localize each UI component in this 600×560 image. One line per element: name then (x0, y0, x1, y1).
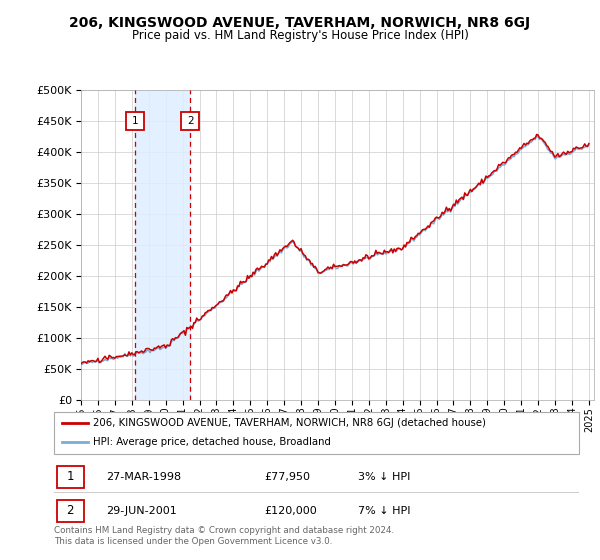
Text: HPI: Average price, detached house, Broadland: HPI: Average price, detached house, Broa… (94, 437, 331, 447)
Text: 206, KINGSWOOD AVENUE, TAVERHAM, NORWICH, NR8 6GJ: 206, KINGSWOOD AVENUE, TAVERHAM, NORWICH… (70, 16, 530, 30)
Text: £77,950: £77,950 (264, 472, 310, 482)
Text: 1: 1 (132, 116, 139, 125)
Text: 29-JUN-2001: 29-JUN-2001 (107, 506, 177, 516)
Text: 206, KINGSWOOD AVENUE, TAVERHAM, NORWICH, NR8 6GJ (detached house): 206, KINGSWOOD AVENUE, TAVERHAM, NORWICH… (94, 418, 487, 428)
Text: 7% ↓ HPI: 7% ↓ HPI (359, 506, 411, 516)
Text: 27-MAR-1998: 27-MAR-1998 (107, 472, 182, 482)
FancyBboxPatch shape (56, 466, 84, 488)
Text: 2: 2 (187, 116, 194, 125)
Text: 2: 2 (67, 504, 74, 517)
Text: 1: 1 (67, 470, 74, 483)
Text: £120,000: £120,000 (264, 506, 317, 516)
Text: 3% ↓ HPI: 3% ↓ HPI (359, 472, 411, 482)
Text: Contains HM Land Registry data © Crown copyright and database right 2024.
This d: Contains HM Land Registry data © Crown c… (54, 526, 394, 546)
Bar (136, 90, 190, 400)
Text: Price paid vs. HM Land Registry's House Price Index (HPI): Price paid vs. HM Land Registry's House … (131, 29, 469, 42)
FancyBboxPatch shape (54, 412, 579, 454)
FancyBboxPatch shape (56, 500, 84, 522)
